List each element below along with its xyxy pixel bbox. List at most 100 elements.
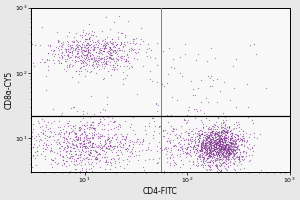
- Point: [88, 144, 92, 147]
- Point: [221, 138, 226, 141]
- Point: [46, 136, 51, 139]
- Point: [59, 45, 64, 48]
- Point: [119, 145, 124, 149]
- Point: [121, 144, 126, 147]
- Point: [69, 45, 74, 49]
- Point: [72, 135, 77, 138]
- Point: [164, 152, 169, 155]
- Point: [66, 146, 70, 149]
- Point: [84, 146, 89, 149]
- Point: [231, 163, 236, 166]
- Point: [33, 156, 38, 159]
- Point: [196, 156, 201, 159]
- Point: [228, 129, 233, 132]
- Point: [104, 61, 109, 64]
- Point: [78, 169, 83, 172]
- Point: [213, 163, 218, 166]
- Point: [77, 58, 82, 62]
- Point: [101, 144, 106, 147]
- Point: [84, 53, 89, 56]
- Point: [65, 159, 70, 163]
- Point: [233, 148, 238, 152]
- Point: [218, 143, 223, 146]
- Point: [208, 148, 213, 151]
- Point: [108, 40, 113, 43]
- Point: [222, 150, 227, 153]
- Point: [114, 57, 119, 60]
- Point: [219, 142, 224, 145]
- Point: [134, 52, 138, 55]
- Point: [83, 62, 88, 65]
- Point: [91, 123, 96, 126]
- Point: [87, 182, 92, 185]
- Point: [57, 61, 62, 65]
- Point: [68, 126, 73, 129]
- Point: [52, 49, 57, 52]
- Point: [207, 145, 212, 148]
- Point: [79, 167, 84, 170]
- Point: [224, 157, 229, 160]
- Point: [200, 160, 205, 163]
- Point: [73, 55, 77, 58]
- Point: [88, 43, 92, 47]
- Point: [224, 144, 228, 147]
- Point: [61, 161, 66, 164]
- Point: [80, 45, 84, 49]
- Point: [65, 150, 70, 153]
- Point: [38, 44, 42, 47]
- Point: [99, 48, 103, 52]
- Point: [168, 138, 172, 141]
- Point: [216, 133, 221, 136]
- Point: [78, 145, 82, 148]
- Point: [102, 123, 107, 127]
- Point: [236, 133, 241, 137]
- Point: [196, 143, 200, 146]
- Point: [86, 140, 91, 143]
- Point: [222, 135, 227, 139]
- Point: [223, 148, 228, 152]
- Point: [40, 131, 45, 134]
- Point: [32, 136, 36, 140]
- Point: [240, 135, 245, 138]
- Point: [69, 106, 74, 110]
- Point: [70, 124, 75, 127]
- Point: [87, 48, 92, 52]
- Point: [105, 144, 110, 147]
- Point: [222, 166, 227, 169]
- Point: [81, 60, 86, 63]
- Point: [206, 155, 210, 158]
- Point: [234, 147, 239, 151]
- Point: [81, 54, 86, 57]
- Point: [203, 145, 208, 148]
- Point: [209, 140, 214, 143]
- Point: [216, 142, 220, 145]
- Point: [128, 64, 133, 67]
- Point: [199, 141, 204, 144]
- Point: [124, 73, 129, 77]
- Point: [46, 43, 51, 46]
- Point: [209, 146, 214, 149]
- Point: [107, 60, 112, 63]
- Point: [88, 152, 93, 155]
- Point: [96, 41, 100, 44]
- Point: [56, 55, 61, 58]
- Point: [61, 162, 66, 165]
- Point: [78, 66, 82, 70]
- Point: [213, 124, 218, 127]
- Point: [164, 148, 169, 151]
- Point: [208, 150, 213, 153]
- Point: [112, 61, 117, 64]
- Point: [98, 165, 103, 168]
- Point: [196, 162, 200, 165]
- Point: [73, 152, 78, 155]
- Point: [165, 180, 170, 184]
- Point: [61, 43, 65, 46]
- Point: [84, 46, 89, 50]
- Point: [92, 128, 97, 131]
- Point: [61, 53, 66, 56]
- Point: [222, 151, 227, 155]
- Point: [94, 65, 99, 68]
- Point: [74, 145, 79, 148]
- Point: [88, 127, 93, 130]
- Point: [114, 138, 119, 141]
